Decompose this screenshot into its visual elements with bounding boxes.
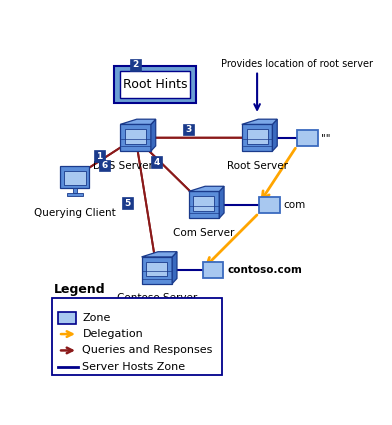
Bar	[52, 298, 222, 375]
Polygon shape	[189, 186, 224, 191]
Bar	[193, 196, 214, 211]
Bar	[242, 125, 272, 151]
Bar	[247, 129, 268, 144]
Text: Legend: Legend	[54, 283, 105, 297]
Text: Server Hosts Zone: Server Hosts Zone	[82, 362, 185, 372]
Bar	[151, 156, 162, 168]
Bar	[122, 197, 133, 209]
Bar	[297, 130, 318, 146]
Text: DNS Server: DNS Server	[94, 161, 153, 170]
Polygon shape	[142, 252, 177, 257]
Bar	[73, 188, 77, 193]
Bar	[125, 129, 146, 144]
Text: 5: 5	[124, 198, 131, 208]
Bar	[58, 312, 76, 323]
Polygon shape	[272, 119, 277, 151]
Text: Root Hints: Root Hints	[123, 78, 188, 91]
Polygon shape	[172, 252, 177, 283]
Bar	[67, 193, 83, 196]
Text: Delegation: Delegation	[82, 329, 143, 339]
Text: com: com	[283, 200, 305, 210]
Polygon shape	[120, 119, 156, 125]
Text: "": ""	[321, 133, 331, 143]
Text: Querying Client: Querying Client	[34, 208, 116, 218]
Bar	[120, 71, 190, 99]
Text: Root Server: Root Server	[227, 161, 288, 170]
Text: Zone: Zone	[82, 313, 111, 323]
Bar	[94, 150, 105, 162]
Bar	[120, 125, 151, 151]
Bar	[130, 59, 141, 71]
Text: 6: 6	[102, 161, 108, 170]
Text: Contoso Server: Contoso Server	[117, 293, 197, 303]
Text: 2: 2	[132, 60, 139, 69]
Bar	[64, 171, 86, 185]
Bar	[99, 160, 110, 171]
Polygon shape	[219, 186, 224, 218]
Bar	[146, 262, 167, 276]
Bar	[142, 257, 172, 283]
Text: Provides location of root server: Provides location of root server	[221, 59, 373, 69]
Polygon shape	[151, 119, 156, 151]
Text: 1: 1	[96, 152, 102, 161]
Bar	[183, 124, 194, 136]
Bar	[114, 66, 196, 103]
Bar	[189, 191, 219, 218]
Text: 4: 4	[154, 158, 160, 167]
Text: 3: 3	[185, 125, 191, 134]
Text: Com Server: Com Server	[173, 228, 235, 238]
Bar	[259, 197, 279, 212]
Text: Queries and Responses: Queries and Responses	[82, 346, 213, 355]
Bar	[60, 166, 89, 188]
Polygon shape	[242, 119, 277, 125]
Text: contoso.com: contoso.com	[227, 265, 302, 275]
Bar	[203, 262, 223, 278]
